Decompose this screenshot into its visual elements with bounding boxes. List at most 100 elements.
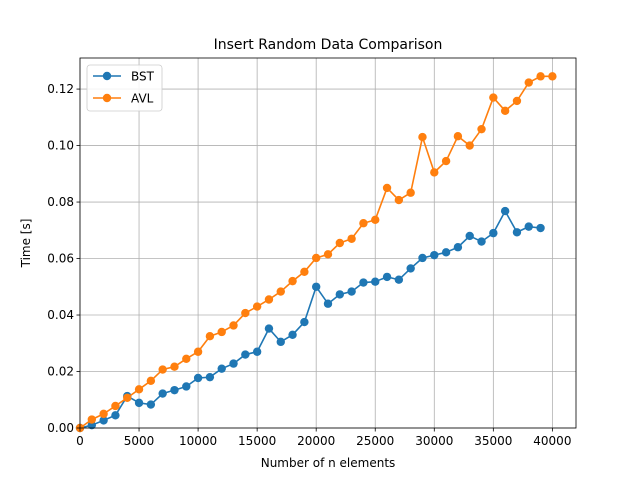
data-point-avl bbox=[300, 267, 309, 277]
x-tick-label: 35000 bbox=[474, 434, 512, 448]
data-point-bst bbox=[288, 330, 297, 339]
data-point-bst bbox=[441, 248, 451, 257]
data-point-avl bbox=[111, 401, 120, 411]
y-tick-label: 0.00 bbox=[47, 421, 74, 435]
plot-area bbox=[80, 58, 576, 428]
data-point-avl bbox=[193, 347, 203, 356]
data-point-avl bbox=[548, 72, 557, 81]
y-tick-label: 0.06 bbox=[47, 252, 74, 266]
data-point-bst bbox=[453, 243, 463, 252]
data-point-avl bbox=[453, 132, 463, 141]
data-point-avl bbox=[524, 78, 533, 87]
data-point-avl bbox=[205, 332, 215, 341]
data-point-avl bbox=[359, 219, 368, 228]
data-point-avl bbox=[500, 106, 510, 116]
legend-label-avl: AVL bbox=[131, 92, 154, 106]
data-point-avl bbox=[99, 409, 108, 419]
y-tick-label: 0.10 bbox=[47, 139, 74, 153]
x-axis-label: Number of n elements bbox=[261, 456, 396, 470]
data-point-avl bbox=[264, 295, 274, 304]
data-point-bst bbox=[359, 278, 368, 287]
data-point-avl bbox=[288, 276, 297, 286]
data-point-bst bbox=[524, 222, 533, 231]
series-line-bst bbox=[79, 210, 541, 429]
data-point-bst bbox=[182, 382, 191, 391]
data-point-bst bbox=[382, 272, 392, 282]
data-point-avl bbox=[311, 253, 321, 263]
data-point-avl bbox=[170, 362, 179, 371]
data-point-avl bbox=[335, 238, 345, 248]
data-point-bst bbox=[217, 364, 226, 373]
data-point-avl bbox=[371, 215, 380, 225]
data-point-bst bbox=[193, 373, 203, 383]
data-point-bst bbox=[406, 264, 415, 273]
data-point-bst bbox=[418, 253, 427, 263]
legend: BST AVL bbox=[86, 64, 163, 112]
data-point-bst bbox=[134, 398, 144, 408]
data-point-avl bbox=[87, 415, 97, 424]
data-point-avl bbox=[382, 183, 392, 193]
x-tick-label: 40000 bbox=[533, 434, 571, 448]
data-point-avl bbox=[276, 287, 285, 296]
x-tick-label: 0 bbox=[76, 434, 84, 448]
data-point-avl bbox=[252, 302, 262, 311]
data-point-bst bbox=[170, 385, 179, 395]
y-axis-label: Time [s] bbox=[19, 219, 33, 269]
data-point-avl bbox=[477, 124, 486, 134]
data-point-avl bbox=[489, 93, 498, 102]
data-point-bst bbox=[229, 359, 238, 368]
y-tick-label: 0.04 bbox=[47, 308, 74, 322]
series-group bbox=[75, 72, 557, 433]
data-point-avl bbox=[123, 393, 132, 402]
x-tick-label: 30000 bbox=[415, 434, 453, 448]
data-point-bst bbox=[335, 290, 345, 299]
data-point-avl bbox=[512, 96, 522, 106]
data-point-bst bbox=[311, 282, 321, 291]
y-tick-label: 0.02 bbox=[47, 365, 74, 379]
data-point-avl bbox=[229, 321, 238, 330]
data-point-bst bbox=[477, 237, 486, 246]
data-point-bst bbox=[536, 223, 545, 233]
x-axis-ticks: 0 5000 10000 15000 20000 25000 30000 35000 40000 bbox=[76, 428, 571, 448]
y-tick-label: 0.08 bbox=[47, 195, 74, 209]
data-point-bst bbox=[347, 287, 356, 296]
data-point-bst bbox=[323, 299, 333, 308]
data-point-bst bbox=[489, 228, 498, 238]
data-point-bst bbox=[158, 389, 167, 398]
x-tick-label: 25000 bbox=[356, 434, 394, 448]
data-point-bst bbox=[430, 250, 439, 260]
data-point-avl bbox=[465, 141, 474, 150]
data-point-bst bbox=[371, 277, 380, 286]
data-point-bst bbox=[205, 372, 215, 382]
data-point-avl bbox=[323, 250, 333, 259]
data-point-avl bbox=[134, 385, 144, 394]
y-tick-label: 0.12 bbox=[47, 82, 74, 96]
chart-title: Insert Random Data Comparison bbox=[214, 37, 443, 53]
x-tick-label: 20000 bbox=[297, 434, 335, 448]
data-point-avl bbox=[217, 327, 226, 337]
data-point-avl bbox=[441, 156, 451, 166]
x-tick-label: 5000 bbox=[124, 434, 155, 448]
data-point-bst bbox=[241, 350, 250, 359]
data-point-bst bbox=[252, 347, 262, 356]
data-point-avl bbox=[536, 72, 545, 81]
legend-label-bst: BST bbox=[131, 70, 155, 84]
data-point-avl bbox=[406, 188, 415, 197]
data-point-avl bbox=[394, 195, 404, 205]
data-point-bst bbox=[146, 400, 156, 409]
data-point-avl bbox=[430, 168, 439, 177]
x-tick-label: 15000 bbox=[238, 434, 276, 448]
data-point-avl bbox=[146, 376, 156, 386]
y-axis-ticks: 0.00 0.02 0.04 0.06 0.08 0.10 0.12 bbox=[47, 82, 80, 435]
data-point-avl bbox=[182, 354, 191, 364]
data-point-avl bbox=[418, 132, 427, 142]
data-point-bst bbox=[300, 317, 309, 327]
data-point-bst bbox=[512, 228, 522, 237]
plot-frame bbox=[79, 57, 577, 429]
data-point-bst bbox=[276, 337, 285, 347]
data-point-avl bbox=[241, 308, 250, 318]
data-point-bst bbox=[99, 416, 108, 425]
x-tick-label: 10000 bbox=[179, 434, 217, 448]
data-point-avl bbox=[158, 365, 167, 374]
